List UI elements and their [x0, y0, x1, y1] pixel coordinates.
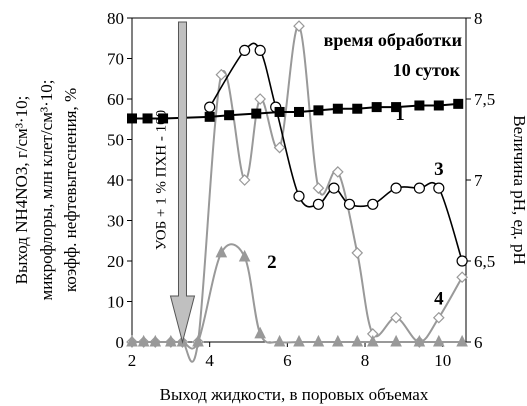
data-point: [204, 101, 216, 113]
data-point: [158, 113, 169, 124]
data-point: [126, 334, 138, 347]
data-point: [367, 198, 379, 210]
data-point: [251, 108, 262, 119]
data-point: [414, 100, 425, 111]
data-point: [456, 271, 468, 284]
data-point: [390, 334, 402, 347]
data-point: [351, 334, 364, 347]
data-point: [293, 190, 305, 202]
annotation-line-2: 10 суток: [393, 60, 461, 80]
data-point: [456, 255, 468, 267]
y-axis-left-title: Выход NH4NO3, г/см³·10; микрофлоры, млн к…: [12, 80, 80, 301]
series-1-square: [127, 98, 464, 124]
data-point: [149, 334, 162, 347]
data-point: [352, 103, 363, 114]
data-point: [312, 182, 325, 194]
data-point: [390, 311, 402, 324]
data-point: [413, 182, 425, 194]
data-point: [254, 93, 267, 105]
data-point: [254, 44, 266, 57]
y-axis-left-ticks: 0 10 20 30 40 50 60 70 80: [107, 9, 132, 352]
data-point: [328, 182, 340, 194]
x-tick-label: 4: [205, 351, 214, 370]
y-left-tick-label: 30: [107, 212, 124, 231]
data-point: [332, 103, 343, 114]
y-left-title-line: коэфф. нефтевытеснения, %: [61, 88, 80, 292]
data-point: [351, 247, 364, 259]
series-number-1: 1: [395, 104, 405, 125]
x-tick-label: 6: [283, 351, 292, 370]
data-point: [293, 334, 305, 347]
x-axis-title: Выход жидкости, в поровых объемах: [160, 385, 429, 404]
y-left-tick-label: 80: [107, 9, 124, 28]
data-point: [331, 166, 344, 178]
series-number-3: 3: [434, 159, 444, 180]
data-point: [433, 334, 445, 347]
data-point: [254, 326, 266, 339]
y-left-title-line: микрофлоры, млн клет/см³·10;: [37, 80, 56, 301]
data-point: [413, 334, 426, 347]
annotation: время обработки 10 суток: [324, 30, 462, 80]
data-point: [127, 113, 137, 124]
data-point: [390, 182, 402, 194]
y-left-tick-label: 60: [107, 90, 124, 109]
x-tick-label: 2: [128, 351, 137, 370]
data-point: [215, 245, 228, 258]
x-axis-ticks: 2 4 6 8 10: [128, 342, 451, 370]
data-point: [391, 102, 402, 113]
y-left-tick-label: 40: [107, 171, 124, 190]
data-point: [238, 174, 251, 186]
y-right-tick-label: 8: [474, 9, 483, 28]
y-axis-right-ticks: 6 6,5 7 7,5 8: [466, 9, 495, 352]
y-left-tick-label: 10: [107, 293, 124, 312]
y-right-tick-label: 6: [474, 333, 483, 352]
data-point: [312, 198, 325, 210]
y-left-tick-label: 0: [116, 333, 125, 352]
data-point: [165, 334, 177, 347]
x-tick-label: 10: [434, 351, 451, 370]
data-point: [273, 141, 286, 154]
data-point: [293, 20, 305, 32]
data-point: [332, 334, 344, 347]
series-3-circle-open: [204, 42, 468, 267]
data-point: [204, 111, 215, 122]
y-left-title-line: Выход NH4NO3, г/см³·10;: [12, 96, 31, 285]
data-point: [312, 334, 325, 347]
data-point: [137, 334, 150, 347]
data-point: [192, 334, 204, 347]
y-left-tick-label: 50: [107, 131, 124, 150]
treatment-arrow: УОБ + 1 % ПХН - 100: [153, 21, 196, 344]
y-right-tick-label: 6,5: [474, 252, 495, 271]
data-point: [432, 311, 445, 324]
data-point: [433, 182, 445, 194]
data-point: [313, 105, 324, 116]
data-point: [238, 249, 251, 262]
data-point: [456, 334, 468, 347]
arrow-label: УОБ + 1 % ПХН - 100: [153, 110, 169, 250]
y-right-tick-label: 7,5: [474, 90, 495, 109]
y-axis-right-title: Величина pH, ед. pH: [510, 115, 527, 265]
data-point: [453, 98, 464, 109]
data-point: [273, 334, 286, 347]
data-point: [224, 110, 235, 121]
data-point: [343, 198, 356, 210]
data-point: [366, 334, 379, 347]
data-point: [215, 68, 228, 81]
series-number-2: 2: [267, 252, 277, 273]
series-number-labels: 1 3 2 4: [267, 104, 444, 309]
data-point: [239, 44, 251, 57]
data-point: [274, 106, 285, 117]
y-left-tick-label: 20: [107, 252, 124, 271]
y-right-tick-label: 7: [474, 171, 483, 190]
annotation-line-1: время обработки: [324, 30, 462, 50]
data-point: [371, 102, 382, 113]
series-number-4: 4: [434, 288, 444, 309]
y-left-tick-label: 70: [107, 50, 124, 69]
data-point: [142, 113, 153, 124]
x-tick-label: 8: [361, 351, 370, 370]
data-point: [294, 106, 304, 117]
down-arrow-shape: [169, 21, 196, 344]
data-point: [433, 100, 444, 111]
